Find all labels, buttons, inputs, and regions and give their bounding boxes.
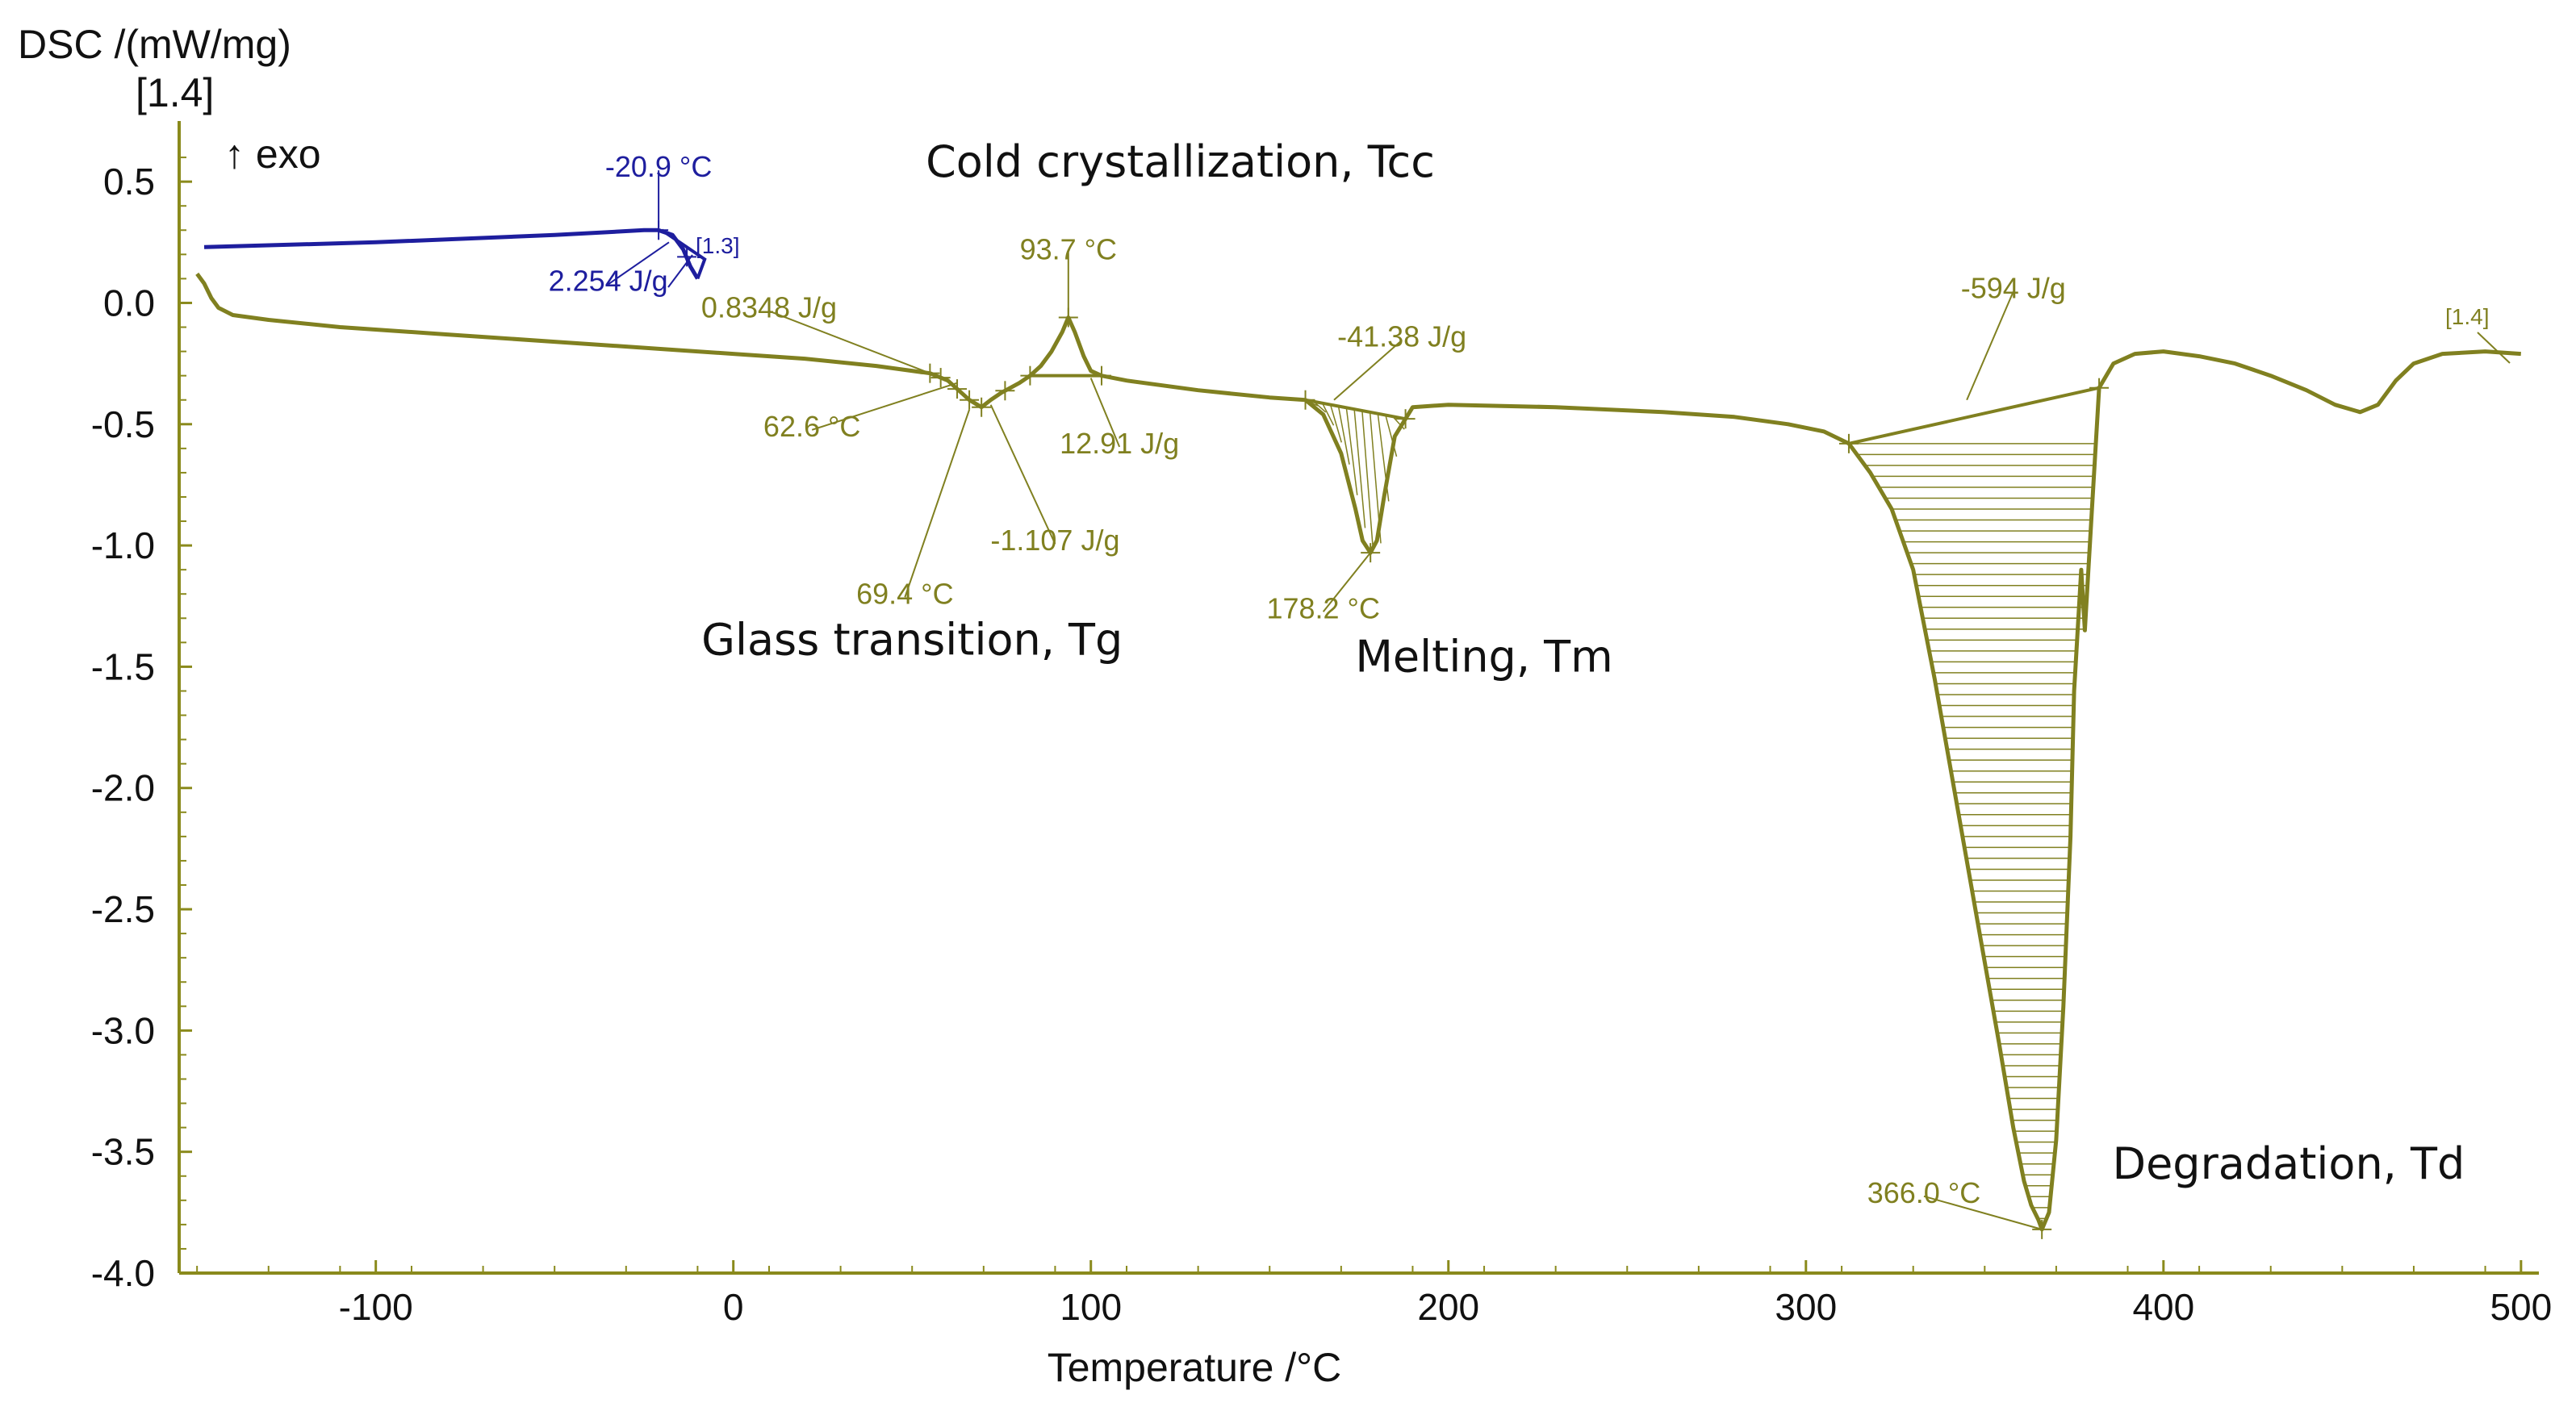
annotation-leader (904, 409, 971, 598)
melting-peak-hatch (1322, 403, 1335, 426)
annotation-label: -594 J/g (1961, 271, 2066, 304)
peak-areas (1030, 374, 2100, 1220)
annotation-leader (1966, 291, 2014, 401)
series-line-2 (195, 272, 2521, 1232)
region-label: Cold crystallization, Tcc (926, 136, 1435, 187)
melting-peak-hatch (1345, 408, 1358, 495)
annotation-leader (608, 241, 670, 286)
annotation-label: -1.107 J/g (990, 524, 1119, 557)
annotation-leader (1333, 339, 1403, 401)
y-tick-label: -2.0 (91, 767, 155, 809)
y-tick-label: -0.5 (91, 403, 155, 445)
melting-peak-hatch (1353, 410, 1366, 528)
region-label: Glass transition, Tg (701, 614, 1123, 665)
y-tick-label: -3.5 (91, 1131, 155, 1173)
annotation-label: 2.254 J/g (549, 264, 668, 297)
y-tick-label: -2.5 (91, 888, 155, 930)
x-tick-label: 300 (1775, 1286, 1837, 1328)
region-label: Degradation, Td (2112, 1138, 2465, 1189)
melting-peak-hatch (1393, 417, 1405, 430)
annotation-leader (1923, 1195, 2043, 1230)
x-tick-label: 400 (2132, 1286, 2194, 1328)
annotation-marks (649, 220, 2110, 1239)
melting-peak-hatch (1338, 407, 1350, 465)
y-tick-labels: 0.5 0.0 -0.5 -1.0 -1.5 -2.0 -2.5 -3.0 -3.5 -4.0 (91, 161, 155, 1294)
annotation-label: 93.7 °C (1020, 232, 1117, 265)
annotation-labels: -20.9 °C 2.254 J/g 93.7 °C 0.8348 J/g 62.6 °… (549, 150, 2066, 1230)
y-tick-label: 0.5 (103, 161, 155, 202)
annotation-label: 366.0 °C (1867, 1176, 1980, 1209)
series-1-return (660, 228, 707, 280)
annotation-leader (768, 310, 930, 374)
y-tick-label: -1.5 (91, 645, 155, 687)
annotation-label: 12.91 J/g (1060, 427, 1179, 460)
region-labels: Cold crystallization, Tcc Glass transitio… (701, 136, 2465, 1189)
series-tag-1-3-leader (667, 254, 693, 288)
y-tick-label: -3.0 (91, 1009, 155, 1051)
exo-label: ↑ exo (224, 132, 321, 177)
series-tag-1-4-leader (2477, 332, 2511, 364)
x-tick-label: 200 (1417, 1286, 1479, 1328)
x-tick-label: -100 (339, 1286, 413, 1328)
x-tick-label: 0 (723, 1286, 744, 1328)
y-tick-label: -4.0 (91, 1252, 155, 1294)
region-label: Melting, Tm (1355, 631, 1612, 682)
melting-peak-hatch (1330, 405, 1343, 443)
annotation-leader (1322, 552, 1371, 612)
x-axis-title: Temperature /°C (1048, 1345, 1342, 1390)
annotation-label: -41.38 J/g (1337, 320, 1466, 353)
series-tag-1-3: [1.3] (696, 233, 739, 258)
annotation-label: 69.4 °C (856, 577, 953, 610)
x-tick-label: 100 (1060, 1286, 1122, 1328)
y-tick-label: -1.0 (91, 524, 155, 566)
melting-peak-hatch (1315, 402, 1327, 413)
axis-ticks (179, 157, 2523, 1275)
annotation-leader (1089, 378, 1121, 448)
series-tag-1-4: [1.4] (2445, 304, 2489, 329)
annotation-label: -20.9 °C (605, 150, 712, 183)
annotation-leader (811, 382, 958, 431)
y-axis-tag: [1.4] (136, 70, 214, 115)
annotation-label: 62.6 °C (763, 410, 860, 443)
degradation-peak-baseline (1848, 386, 2100, 445)
annotation-label: 0.8348 J/g (701, 291, 837, 324)
melting-peak-hatch (1361, 411, 1374, 549)
y-axis-title: DSC /(mW/mg) (18, 22, 291, 67)
melting-peak-hatch (1385, 415, 1398, 457)
y-tick-label: 0.0 (103, 282, 155, 324)
annotation-label: 178.2 °C (1266, 591, 1379, 624)
melting-peak-baseline (1305, 398, 1406, 421)
series-group (195, 228, 2521, 1232)
annotation-leader (989, 404, 1056, 545)
x-tick-labels: -100 0 100 200 300 400 500 (339, 1286, 2553, 1328)
x-tick-label: 500 (2490, 1286, 2552, 1328)
